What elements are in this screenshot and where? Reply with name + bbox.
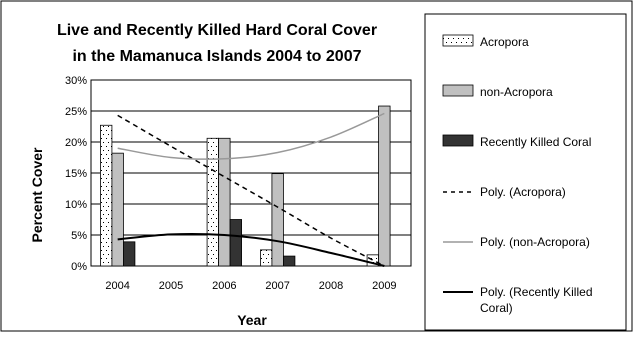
legend-swatch bbox=[442, 84, 474, 97]
y-tick-label: 10% bbox=[65, 199, 87, 211]
x-tick-label: 2005 bbox=[159, 280, 183, 292]
legend-label: Recently Killed Coral bbox=[480, 135, 591, 149]
bar-acropora bbox=[100, 124, 113, 267]
trendline-poly-non-acropora bbox=[117, 112, 385, 160]
bar-non-acropora bbox=[111, 152, 124, 267]
legend-swatch bbox=[442, 134, 474, 147]
plot-area-frame bbox=[90, 79, 412, 267]
x-tick-label: 2007 bbox=[265, 280, 289, 292]
y-tick-label: 5% bbox=[71, 230, 87, 242]
y-axis-title: Percent Cover bbox=[29, 147, 45, 242]
legend-label: Poly. (Acropora) bbox=[480, 185, 566, 199]
legend-swatch bbox=[442, 34, 474, 47]
x-tick-label: 2006 bbox=[212, 280, 236, 292]
trendline-poly-recently-killed-coral bbox=[117, 232, 385, 267]
bar-acropora bbox=[206, 137, 219, 267]
x-tick-label: 2008 bbox=[319, 280, 343, 292]
legend-label: Acropora bbox=[480, 35, 529, 49]
bar-non-acropora bbox=[271, 173, 284, 267]
trendline-poly-acropora bbox=[117, 114, 385, 267]
x-tick-label: 2004 bbox=[105, 280, 129, 292]
y-tick-label: 25% bbox=[65, 106, 87, 118]
y-tick-label: 20% bbox=[65, 137, 87, 149]
legend-label-part: Poly. (Recently Killed bbox=[480, 285, 593, 299]
chart-title-line-1: Live and Recently Killed Hard Coral Cove… bbox=[57, 22, 377, 39]
legend-label: non-Acropora bbox=[480, 85, 553, 99]
bar-acropora bbox=[260, 249, 273, 267]
chart-title-line-2: in the Mamanuca Islands 2004 to 2007 bbox=[72, 48, 361, 65]
bar-recently-killed-coral bbox=[123, 241, 136, 267]
bar-non-acropora bbox=[218, 137, 231, 267]
legend-label: Poly. (non-Acropora) bbox=[480, 235, 590, 249]
bar-recently-killed-coral bbox=[229, 219, 242, 267]
legend-frame bbox=[424, 13, 627, 331]
y-tick-label: 30% bbox=[65, 75, 87, 87]
x-tick-label: 2009 bbox=[372, 280, 396, 292]
bar-recently-killed-coral bbox=[283, 255, 296, 267]
y-tick-label: 0% bbox=[71, 261, 87, 273]
bar-non-acropora bbox=[378, 105, 391, 267]
y-tick-label: 15% bbox=[65, 168, 87, 180]
x-axis-title: Year bbox=[237, 312, 267, 328]
legend-label-part: Coral) bbox=[480, 301, 513, 315]
